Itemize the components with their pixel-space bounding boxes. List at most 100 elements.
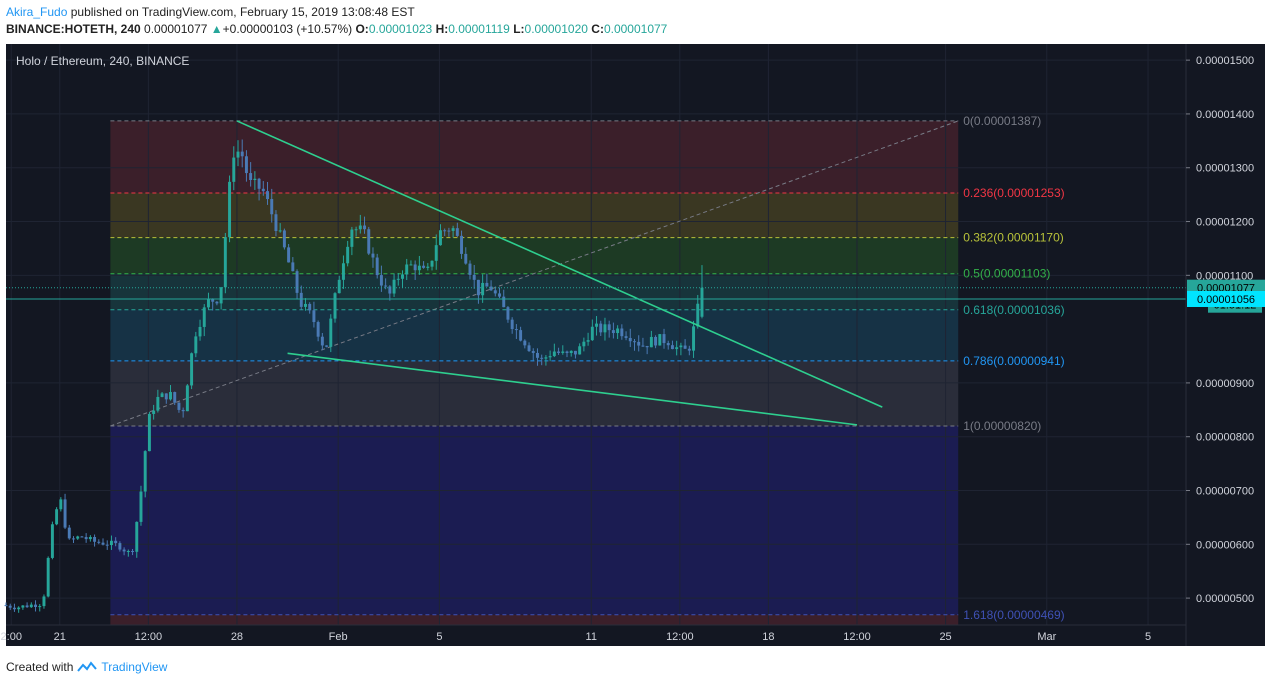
candle-body	[679, 345, 683, 348]
candle-body	[371, 253, 375, 258]
open-value: 0.00001023	[368, 22, 433, 36]
x-tick-label: 21	[54, 631, 66, 643]
candle-body	[455, 228, 459, 236]
fib-level-label: 0.5(0.00001103)	[963, 267, 1050, 281]
candle-body	[540, 357, 544, 359]
candle-body	[561, 351, 565, 353]
candle-body	[417, 265, 421, 271]
candle-body	[363, 225, 367, 230]
candle-body	[21, 605, 25, 608]
candle-body	[274, 214, 278, 232]
x-tick-label: 12:00	[843, 631, 871, 643]
tradingview-link[interactable]: TradingView	[101, 660, 168, 674]
candle-body	[379, 275, 383, 286]
candle-body	[476, 279, 480, 296]
candle-body	[261, 188, 265, 192]
candle-body	[312, 310, 316, 323]
candle-body	[447, 230, 451, 232]
symbol-label: BINANCE:HOTETH, 240	[6, 22, 141, 36]
fib-zone	[110, 193, 959, 238]
candle-body	[282, 230, 286, 248]
candle-body	[329, 318, 333, 347]
x-tick-label: 2:00	[1, 631, 22, 643]
trendline	[236, 120, 883, 408]
high-label: H:	[435, 22, 449, 36]
candle-body	[438, 230, 442, 246]
candle-body	[84, 537, 88, 540]
candle-body	[548, 356, 552, 358]
candle-body	[388, 286, 392, 294]
open-label: O:	[355, 22, 369, 36]
candle-body	[426, 266, 430, 268]
candle-body	[514, 329, 518, 331]
fib-zone	[110, 273, 959, 310]
candle-body	[527, 345, 531, 352]
x-tick-label: 5	[1145, 631, 1151, 643]
candle-body	[384, 285, 388, 287]
tradingview-logo-icon	[77, 661, 98, 672]
x-tick-label: Mar	[1037, 631, 1056, 643]
candle-body	[430, 260, 434, 267]
candle-body	[443, 230, 447, 232]
candle-body	[603, 324, 607, 333]
fib-zone	[110, 360, 959, 426]
candle-body	[544, 357, 548, 359]
candle-body	[50, 524, 54, 558]
candle-body	[270, 199, 274, 215]
candle-body	[72, 538, 75, 540]
candle-body	[565, 351, 569, 354]
candle-body	[637, 341, 641, 346]
candle-body	[358, 225, 362, 230]
fib-level-label: 0.618(0.00001036)	[963, 303, 1064, 317]
candle-body	[519, 330, 523, 341]
fib-zone	[110, 309, 959, 361]
candle-body	[143, 451, 147, 492]
candle-body	[308, 303, 312, 311]
candle-body	[190, 353, 194, 386]
fib-level-label: 0.236(0.00001253)	[963, 186, 1064, 200]
candle-body	[17, 607, 21, 610]
fib-zone	[110, 237, 959, 274]
candle-body	[578, 346, 582, 355]
candle-body	[409, 264, 413, 266]
candle-body	[215, 301, 219, 304]
candle-body	[156, 396, 160, 411]
fib-trend-line	[110, 120, 959, 427]
candle-body	[337, 279, 341, 294]
price-label-box	[1187, 290, 1265, 307]
candle-body	[249, 173, 253, 181]
candle-body	[654, 336, 658, 346]
candle-body	[295, 271, 299, 293]
candle-body	[122, 549, 126, 552]
fib-level-label: 0(0.00001387)	[963, 114, 1041, 128]
candle-body	[232, 157, 236, 182]
candle-body	[299, 292, 303, 307]
fib-level-label: 1.618(0.00000469)	[963, 608, 1064, 622]
candle-body	[675, 347, 679, 350]
candle-body	[641, 345, 645, 347]
candle-body	[472, 274, 476, 280]
ohlc-header: BINANCE:HOTETH, 240 0.00001077 ▲+0.00000…	[6, 22, 667, 36]
candle-body	[645, 346, 649, 348]
candle-body	[8, 605, 12, 608]
candle-body	[683, 345, 687, 349]
last-price: 0.00001077	[144, 22, 208, 36]
candle-body	[93, 536, 97, 542]
candle-body	[4, 605, 8, 607]
low-value: 0.00001020	[524, 22, 588, 36]
candle-body	[325, 345, 329, 347]
candle-body	[194, 336, 198, 354]
candle-body	[316, 322, 320, 337]
candle-body	[29, 604, 33, 608]
candle-body	[569, 350, 573, 354]
candle-body	[687, 348, 691, 351]
candle-body	[333, 293, 337, 319]
candle-body	[211, 299, 215, 302]
y-tick-label: 0.00001400	[1196, 109, 1254, 121]
candle-body	[464, 253, 468, 264]
author-link[interactable]: Akira_Fudo	[6, 5, 68, 19]
candle-body	[55, 509, 59, 525]
close-value: 0.00001077	[603, 22, 668, 36]
candle-body	[392, 279, 396, 294]
